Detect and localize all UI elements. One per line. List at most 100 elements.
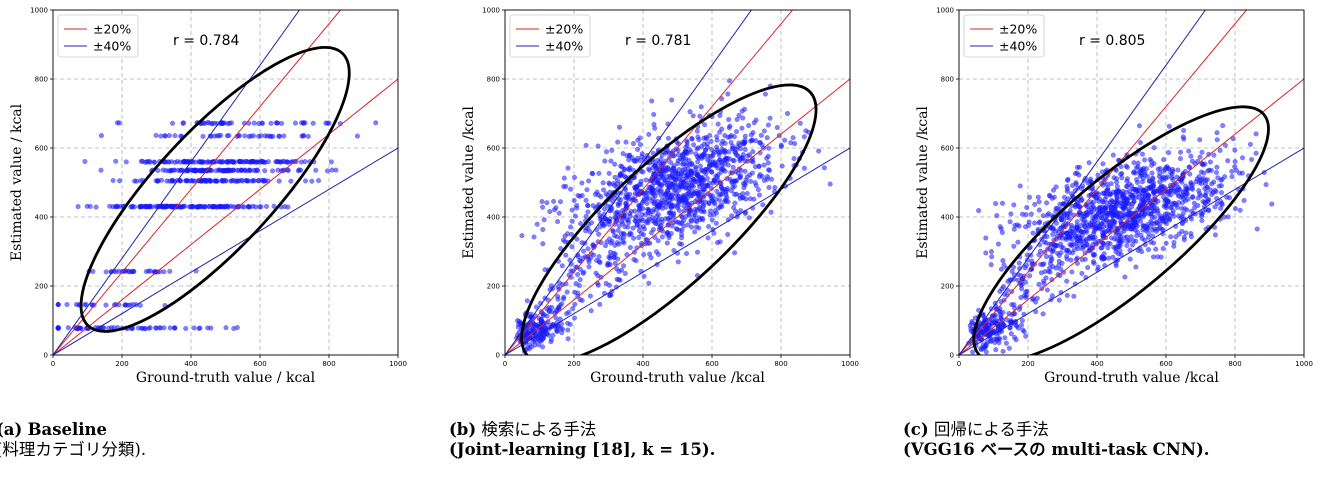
data-point: [1035, 194, 1041, 200]
data-point: [670, 175, 676, 181]
reference-line: [53, 10, 341, 355]
data-point: [171, 167, 177, 173]
data-point: [1090, 188, 1096, 194]
data-point: [565, 165, 571, 171]
y-tick-label: 800: [487, 76, 500, 84]
data-point: [704, 141, 710, 147]
data-point: [519, 233, 525, 239]
data-point: [790, 135, 796, 141]
data-point: [665, 230, 671, 236]
data-point: [292, 120, 298, 126]
data-point: [572, 301, 578, 307]
data-point: [1173, 234, 1179, 240]
data-point: [1214, 130, 1220, 136]
x-tick-label: 0: [957, 360, 961, 368]
data-point: [601, 206, 607, 212]
data-point: [641, 251, 647, 257]
data-point: [620, 239, 626, 245]
data-point: [658, 200, 664, 206]
data-point: [90, 269, 96, 275]
data-point: [198, 203, 204, 209]
data-point: [666, 210, 672, 216]
data-point: [741, 185, 747, 191]
x-tick-label: 1000: [841, 360, 859, 368]
data-point: [65, 325, 71, 331]
data-point: [1155, 254, 1161, 260]
data-point: [1249, 156, 1255, 162]
data-point: [726, 116, 732, 122]
data-point: [1188, 230, 1194, 236]
data-point: [1233, 167, 1239, 173]
data-point: [1200, 209, 1206, 215]
y-tick-label: 400: [941, 214, 954, 222]
data-point: [1201, 170, 1207, 176]
data-point: [1128, 234, 1134, 240]
data-point: [720, 138, 726, 144]
data-point: [1178, 156, 1184, 162]
data-point: [985, 325, 991, 331]
data-point: [1061, 269, 1067, 275]
data-point: [797, 120, 803, 126]
data-point: [699, 175, 705, 181]
data-point: [701, 209, 707, 215]
data-point: [225, 159, 231, 165]
data-point: [657, 188, 663, 194]
highlight-ellipse: [520, 83, 818, 355]
data-point: [694, 172, 700, 178]
data-point: [1010, 264, 1016, 270]
data-point: [652, 125, 658, 131]
data-point: [1229, 174, 1235, 180]
data-point: [1124, 178, 1130, 184]
data-point: [740, 195, 746, 201]
data-point: [694, 249, 700, 255]
data-point: [641, 273, 647, 279]
data-point: [1253, 131, 1259, 137]
data-point: [1001, 262, 1007, 268]
data-point: [712, 159, 718, 165]
data-point: [155, 167, 161, 173]
data-point: [761, 162, 767, 168]
data-point: [603, 280, 609, 286]
data-point: [1072, 204, 1078, 210]
data-point: [1197, 137, 1203, 143]
data-point: [1102, 206, 1108, 212]
data-point: [1076, 226, 1082, 232]
data-point: [1237, 170, 1243, 176]
data-point: [170, 178, 176, 184]
data-point: [577, 266, 583, 272]
data-point: [1026, 245, 1032, 251]
data-point: [1131, 186, 1137, 192]
data-point: [659, 234, 665, 240]
data-point: [739, 125, 745, 131]
data-point: [746, 215, 752, 221]
data-point: [1108, 204, 1114, 210]
data-point: [628, 208, 634, 214]
reference-line: [53, 147, 398, 355]
data-point: [1112, 236, 1118, 242]
data-point: [571, 174, 577, 180]
data-point: [138, 158, 144, 164]
data-point: [590, 171, 596, 177]
data-point: [756, 192, 762, 198]
data-point: [246, 133, 252, 139]
data-point: [228, 203, 234, 209]
data-point: [646, 208, 652, 214]
data-point: [190, 167, 196, 173]
data-point: [692, 229, 698, 235]
data-point: [143, 204, 149, 210]
x-tick-label: 0: [51, 360, 55, 368]
data-point: [746, 122, 752, 128]
data-point: [1008, 331, 1014, 337]
data-point: [551, 198, 557, 204]
data-point: [516, 319, 522, 325]
data-point: [151, 159, 157, 165]
data-point: [75, 204, 81, 210]
data-point: [653, 169, 659, 175]
data-point: [1032, 201, 1038, 207]
data-point: [666, 201, 672, 207]
data-point: [1140, 198, 1146, 204]
data-point: [1190, 194, 1196, 200]
plot-content: [53, 10, 398, 355]
x-tick-label: 600: [1159, 360, 1172, 368]
data-point: [765, 122, 771, 128]
